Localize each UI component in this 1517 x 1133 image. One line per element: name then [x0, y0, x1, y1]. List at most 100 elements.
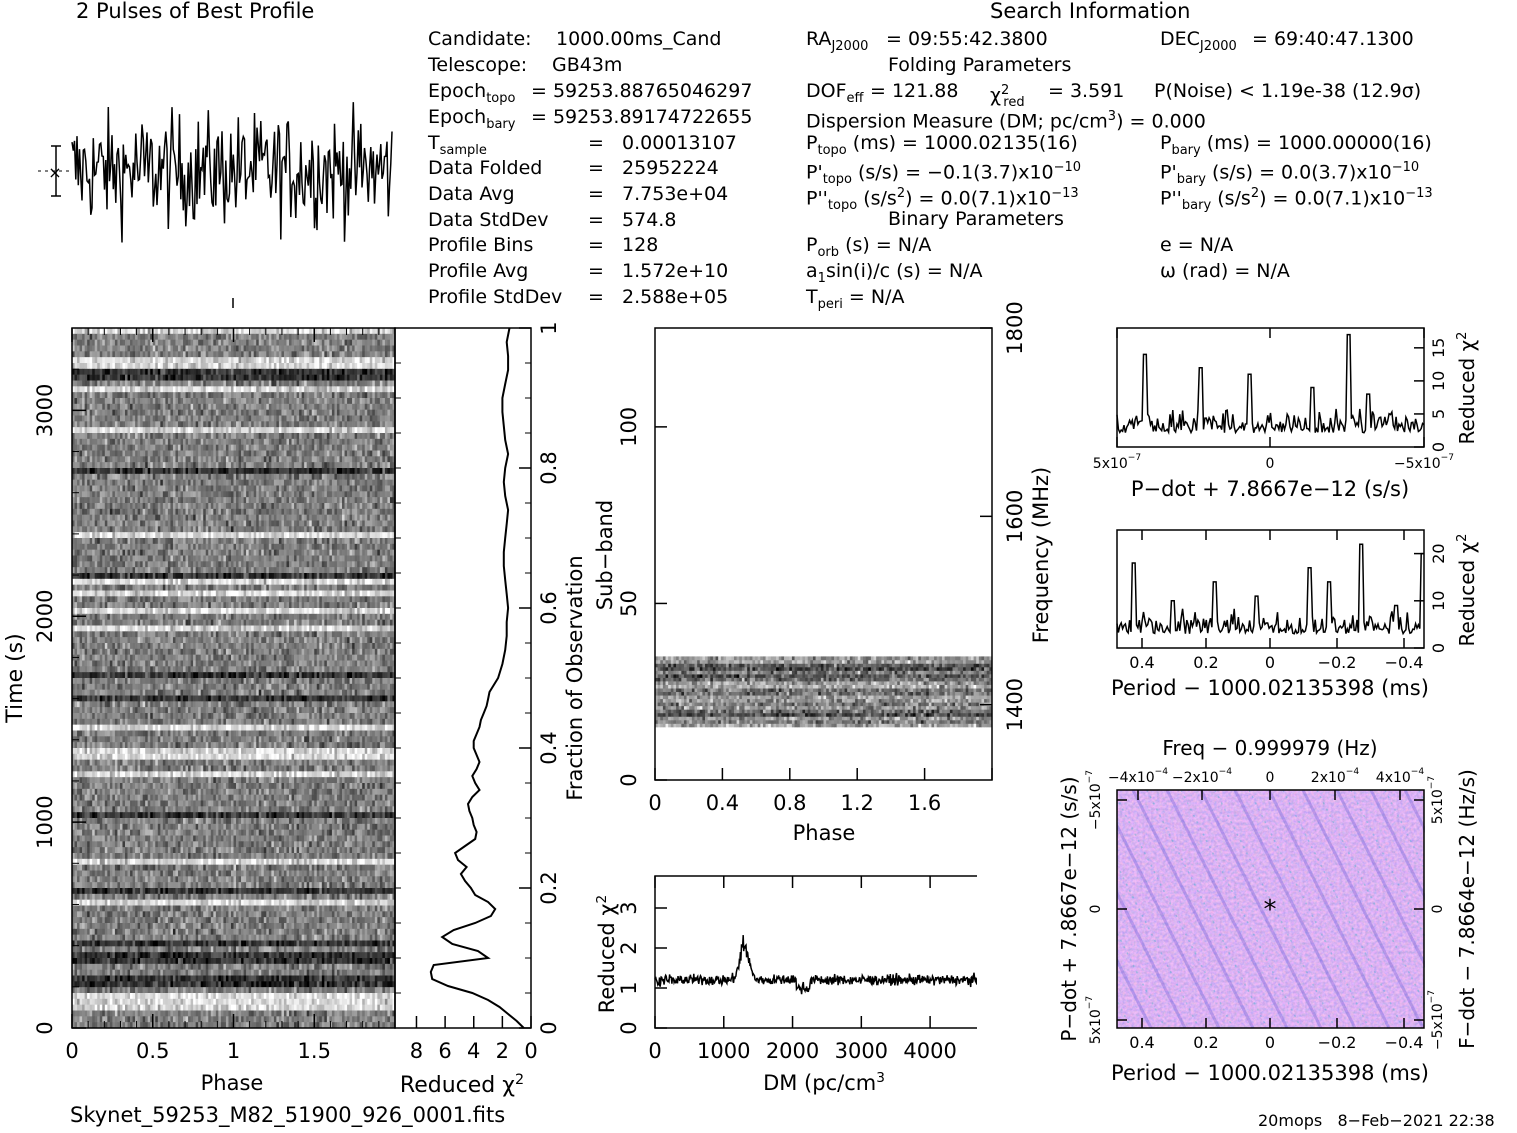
time-phase-cell: [107, 328, 110, 334]
time-phase-cell: [153, 416, 156, 422]
time-phase-cell: [198, 526, 201, 532]
time-phase-cell: [168, 363, 171, 369]
time-phase-cell: [327, 328, 330, 334]
time-phase-cell: [387, 503, 390, 509]
time-phase-cell: [302, 451, 305, 457]
time-phase-cell: [221, 346, 224, 352]
time-phase-cell: [347, 456, 350, 462]
time-phase-cell: [115, 398, 118, 404]
time-phase-cell: [183, 439, 186, 445]
time-phase-cell: [357, 410, 360, 416]
time-phase-cell: [135, 497, 138, 503]
time-phase-cell: [231, 497, 234, 503]
time-phase-cell: [223, 421, 226, 427]
time-phase-cell: [302, 521, 305, 527]
time-phase-cell: [370, 351, 373, 357]
time-phase-cell: [261, 346, 264, 352]
time-phase-cell: [347, 363, 350, 369]
time-phase-cell: [362, 357, 365, 363]
time-phase-cell: [360, 346, 363, 352]
time-phase-cell: [153, 521, 156, 527]
time-phase-cell: [150, 497, 153, 503]
time-phase-cell: [107, 410, 110, 416]
time-phase-cell: [153, 497, 156, 503]
time-phase-cell: [100, 433, 103, 439]
time-phase-cell: [239, 521, 242, 527]
time-phase-cell: [82, 433, 85, 439]
time-phase-cell: [370, 392, 373, 398]
time-phase-cell: [365, 386, 368, 392]
time-phase-cell: [213, 480, 216, 486]
time-phase-cell: [226, 550, 229, 556]
time-phase-cell: [206, 439, 209, 445]
time-phase-cell: [178, 486, 181, 492]
time-phase-cell: [342, 328, 345, 334]
time-phase-cell: [289, 340, 292, 346]
time-phase-cell: [382, 439, 385, 445]
time-phase-cell: [337, 491, 340, 497]
time-phase-cell: [128, 398, 131, 404]
time-phase-cell: [138, 392, 141, 398]
time-phase-cell: [178, 439, 181, 445]
time-phase-cell: [213, 427, 216, 433]
time-phase-cell: [299, 509, 302, 515]
time-phase-cell: [211, 328, 214, 334]
time-phase-cell: [327, 468, 330, 474]
time-phase-cell: [186, 334, 189, 340]
time-phase-cell: [188, 427, 191, 433]
time-phase-cell: [297, 456, 300, 462]
time-phase-cell: [163, 474, 166, 480]
time-phase-cell: [367, 346, 370, 352]
time-phase-cell: [317, 532, 320, 538]
time-phase-cell: [347, 521, 350, 527]
time-phase-cell: [110, 526, 113, 532]
time-phase-cell: [203, 375, 206, 381]
time-phase-cell: [143, 328, 146, 334]
time-phase-cell: [350, 328, 353, 334]
time-phase-cell: [360, 480, 363, 486]
time-phase-cell: [221, 416, 224, 422]
time-phase-cell: [264, 404, 267, 410]
time-phase-cell: [168, 433, 171, 439]
time-phase-cell: [284, 328, 287, 334]
time-phase-cell: [307, 392, 310, 398]
time-phase-cell: [339, 410, 342, 416]
time-phase-cell: [274, 369, 277, 375]
time-phase-cell: [218, 421, 221, 427]
time-phase-cell: [350, 334, 353, 340]
time-phase-cell: [145, 462, 148, 468]
time-phase-cell: [339, 532, 342, 538]
time-phase-cell: [251, 456, 254, 462]
time-phase-cell: [244, 480, 247, 486]
time-phase-cell: [155, 521, 158, 527]
time-phase-cell: [90, 375, 93, 381]
time-phase-cell: [266, 486, 269, 492]
time-phase-cell: [75, 456, 78, 462]
time-phase-cell: [130, 550, 133, 556]
time-phase-cell: [307, 404, 310, 410]
time-phase-cell: [365, 381, 368, 387]
time-phase-cell: [158, 421, 161, 427]
time-phase-cell: [95, 491, 98, 497]
time-phase-cell: [135, 480, 138, 486]
time-phase-cell: [292, 334, 295, 340]
time-phase-cell: [304, 526, 307, 532]
time-phase-cell: [246, 538, 249, 544]
time-phase-cell: [329, 346, 332, 352]
time-phase-cell: [294, 363, 297, 369]
time-phase-cell: [183, 445, 186, 451]
time-phase-cell: [345, 538, 348, 544]
time-phase-cell: [271, 468, 274, 474]
time-phase-cell: [342, 398, 345, 404]
time-phase-cell: [362, 386, 365, 392]
time-phase-cell: [251, 486, 254, 492]
time-phase-cell: [175, 474, 178, 480]
time-phase-cell: [97, 410, 100, 416]
time-phase-cell: [309, 375, 312, 381]
time-phase-cell: [375, 468, 378, 474]
time-phase-cell: [105, 357, 108, 363]
time-phase-cell: [350, 544, 353, 550]
time-phase-cell: [276, 334, 279, 340]
time-phase-cell: [329, 351, 332, 357]
time-phase-cell: [302, 363, 305, 369]
